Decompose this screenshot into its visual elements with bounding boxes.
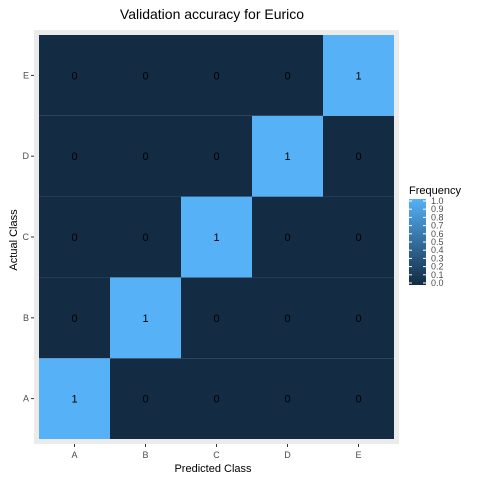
legend-tick-label: 0.5 xyxy=(431,237,444,247)
cell-E-C xyxy=(181,35,252,116)
legend-tick-label: 0.1 xyxy=(431,270,444,280)
cell-label-A-D: 0 xyxy=(284,394,290,406)
legend-tick-label: 0.7 xyxy=(431,221,444,231)
x-tick-label: B xyxy=(142,450,148,460)
cell-label-D-E: 0 xyxy=(355,151,361,163)
cell-label-D-C: 0 xyxy=(213,151,219,163)
legend-tick-label: 0.8 xyxy=(431,212,444,222)
y-axis-title: Actual Class xyxy=(8,209,20,271)
legend-title: Frequency xyxy=(409,185,461,197)
cell-label-B-D: 0 xyxy=(284,313,290,325)
cell-label-A-E: 0 xyxy=(355,394,361,406)
y-tick-label: A xyxy=(23,394,29,404)
cell-E-A xyxy=(39,35,110,116)
cell-label-E-A: 0 xyxy=(71,70,77,82)
cell-A-B xyxy=(110,358,181,439)
legend-tick-label: 0.2 xyxy=(431,262,444,272)
legend-tick-label: 1.0 xyxy=(431,196,444,206)
cell-label-C-D: 0 xyxy=(284,232,290,244)
y-tick-label: B xyxy=(23,313,29,323)
cell-E-D xyxy=(252,35,323,116)
cell-D-B xyxy=(110,115,181,197)
cell-D-A xyxy=(39,115,110,197)
cell-label-C-B: 0 xyxy=(142,232,148,244)
heatmap-cells xyxy=(39,35,394,439)
chart-title: Validation accuracy for Eurico xyxy=(120,6,304,22)
cell-label-B-A: 0 xyxy=(71,313,77,325)
cell-label-D-B: 0 xyxy=(142,151,148,163)
legend-colorbar xyxy=(409,199,426,285)
cell-B-B xyxy=(110,277,181,359)
cell-A-A xyxy=(39,358,110,439)
cell-label-B-B: 1 xyxy=(142,313,148,325)
cell-label-C-C: 1 xyxy=(213,232,219,244)
cell-label-E-B: 0 xyxy=(142,70,148,82)
cell-B-A xyxy=(39,277,110,359)
legend-tick-label: 0.9 xyxy=(431,204,444,214)
cell-C-B xyxy=(110,196,181,278)
y-axis: A B C D E xyxy=(23,70,34,404)
cell-A-C xyxy=(181,358,252,439)
heatmap-cell-labels: 1 0 0 0 0 0 1 0 0 0 0 0 1 0 0 0 0 0 1 0 0 0 0 0 1 xyxy=(71,70,361,405)
legend-tick-label: 0.3 xyxy=(431,253,444,263)
x-axis: A B C D E xyxy=(71,444,362,460)
y-tick-label: D xyxy=(23,151,30,161)
cell-C-C xyxy=(181,196,252,278)
cell-C-E xyxy=(323,196,394,278)
cell-label-C-E: 0 xyxy=(355,232,361,244)
cell-C-D xyxy=(252,196,323,278)
x-tick-label: D xyxy=(284,450,291,460)
cell-label-B-C: 0 xyxy=(213,313,219,325)
cell-label-E-E: 1 xyxy=(355,70,361,82)
cell-D-C xyxy=(181,115,252,197)
cell-D-E xyxy=(323,115,394,197)
cell-B-C xyxy=(181,277,252,359)
cell-label-D-D: 1 xyxy=(284,151,290,163)
x-tick-label: E xyxy=(355,450,361,460)
x-tick-label: C xyxy=(213,450,220,460)
legend-ticks: 0.00.10.20.30.40.50.60.70.80.91.0 xyxy=(409,196,444,288)
cell-A-D xyxy=(252,358,323,439)
cell-C-A xyxy=(39,196,110,278)
legend: Frequency 0.00.10.20.30.40.50.60.70.80.9… xyxy=(409,185,461,288)
cell-B-E xyxy=(323,277,394,359)
cell-A-E xyxy=(323,358,394,439)
legend-tick-label: 0.4 xyxy=(431,245,444,255)
cell-label-A-A: 1 xyxy=(71,394,77,406)
cell-label-E-D: 0 xyxy=(284,70,290,82)
cell-label-D-A: 0 xyxy=(71,151,77,163)
cell-label-B-E: 0 xyxy=(355,313,361,325)
x-axis-title: Predicted Class xyxy=(174,463,252,475)
cell-label-A-C: 0 xyxy=(213,394,219,406)
y-tick-label: E xyxy=(23,70,29,80)
x-tick-label: A xyxy=(71,450,77,460)
cell-label-A-B: 0 xyxy=(142,394,148,406)
cell-D-D xyxy=(252,115,323,197)
cell-B-D xyxy=(252,277,323,359)
cell-label-C-A: 0 xyxy=(71,232,77,244)
legend-tick-label: 0.6 xyxy=(431,229,444,239)
y-tick-label: C xyxy=(23,232,30,242)
cell-E-E xyxy=(323,35,394,116)
cell-E-B xyxy=(110,35,181,116)
legend-tick-label: 0.0 xyxy=(431,278,444,288)
cell-label-E-C: 0 xyxy=(213,70,219,82)
